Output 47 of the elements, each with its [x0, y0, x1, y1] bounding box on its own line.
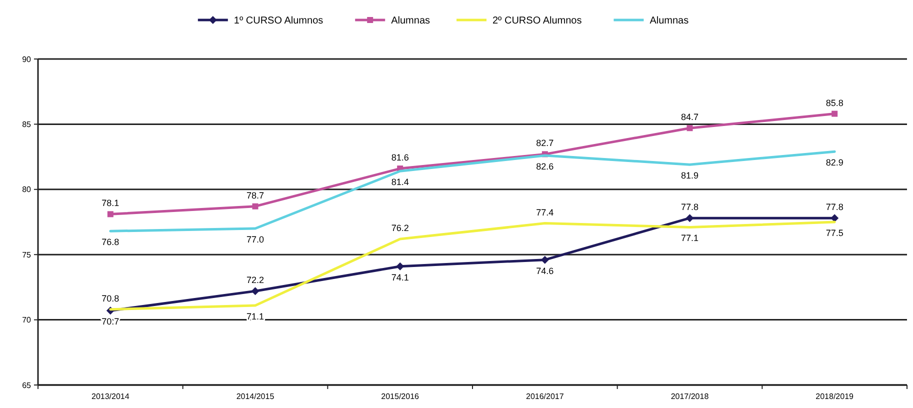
data-label: 76.8 — [102, 237, 120, 248]
x-tick-label: 2015/2016 — [381, 392, 420, 401]
point — [540, 256, 549, 264]
data-label: 77.0 — [246, 234, 264, 245]
data-label: 82.7 — [536, 138, 554, 148]
x-tick-label: 2014/2015 — [236, 392, 275, 401]
point — [107, 211, 114, 218]
data-label: 74.1 — [391, 272, 409, 282]
data-label: 77.8 — [826, 202, 844, 212]
data-label: 77.5 — [826, 228, 844, 238]
data-label: 78.7 — [246, 190, 264, 200]
data-label: 76.2 — [391, 222, 409, 233]
y-tick-label: 80 — [22, 185, 32, 194]
data-label: 78.1 — [102, 198, 120, 208]
data-label: 72.2 — [246, 275, 264, 286]
point — [252, 203, 258, 210]
point — [686, 125, 693, 132]
y-tick-label: 90 — [22, 54, 32, 64]
data-label: 81.6 — [391, 152, 409, 163]
x-tick-label: 2018/2019 — [816, 392, 854, 401]
x-tick-label: 2016/2017 — [526, 392, 564, 401]
data-label: 77.1 — [680, 233, 699, 244]
point — [251, 287, 260, 296]
point — [686, 214, 694, 222]
data-label: 74.6 — [536, 266, 554, 276]
data-label: 82.6 — [536, 161, 554, 172]
point — [830, 214, 839, 222]
point — [832, 110, 838, 117]
y-tick-label: 70 — [22, 316, 32, 325]
data-label: 84.7 — [680, 112, 699, 122]
data-label: 81.9 — [680, 170, 699, 181]
data-label: 71.1 — [246, 311, 264, 322]
legend-label: Alumnas — [391, 16, 430, 26]
y-tick-label: 85 — [22, 120, 32, 129]
data-label: 70.8 — [102, 293, 120, 304]
y-tick-label: 65 — [22, 380, 32, 390]
data-label: 85.8 — [826, 98, 844, 108]
data-label: 77.4 — [536, 207, 554, 218]
legend-label: 1º CURSO Alumnos — [234, 16, 324, 26]
data-label: 81.4 — [391, 177, 409, 188]
legend-label: Alumnas — [650, 16, 689, 26]
data-label: 82.9 — [826, 158, 844, 168]
x-tick-label: 2013/2014 — [92, 392, 130, 401]
legend-label: 2º CURSO Alumnos — [492, 16, 582, 26]
data-label: 77.8 — [680, 202, 699, 212]
x-tick-label: 2017/2018 — [670, 392, 710, 401]
y-tick-label: 75 — [22, 250, 32, 260]
